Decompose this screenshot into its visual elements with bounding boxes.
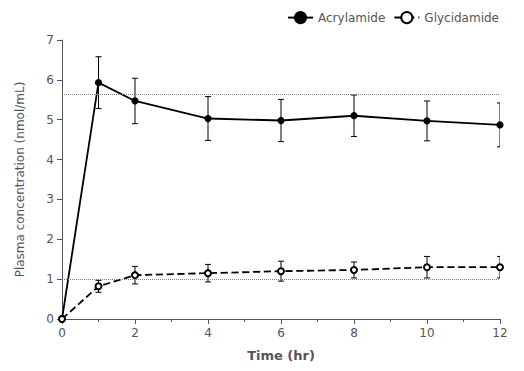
svg-text:0: 0 [46,312,54,326]
svg-text:0: 0 [58,326,66,340]
svg-text:5: 5 [46,113,54,127]
svg-text:3: 3 [46,192,54,206]
svg-text:Plasma concentration (nmol/mL): Plasma concentration (nmol/mL) [13,82,27,278]
svg-text:12: 12 [492,326,507,340]
svg-text:Time (hr): Time (hr) [247,348,315,363]
svg-text:7: 7 [46,33,54,47]
svg-text:6: 6 [277,326,285,340]
svg-text:4: 4 [46,153,54,167]
svg-text:2: 2 [131,326,139,340]
svg-text:4: 4 [204,326,212,340]
svg-text:1: 1 [46,272,54,286]
svg-text:10: 10 [419,326,434,340]
svg-text:8: 8 [350,326,358,340]
svg-text:2: 2 [46,232,54,246]
svg-text:Glycidamide: Glycidamide [424,11,499,25]
svg-text:6: 6 [46,73,54,87]
svg-text:Acrylamide: Acrylamide [318,11,385,25]
